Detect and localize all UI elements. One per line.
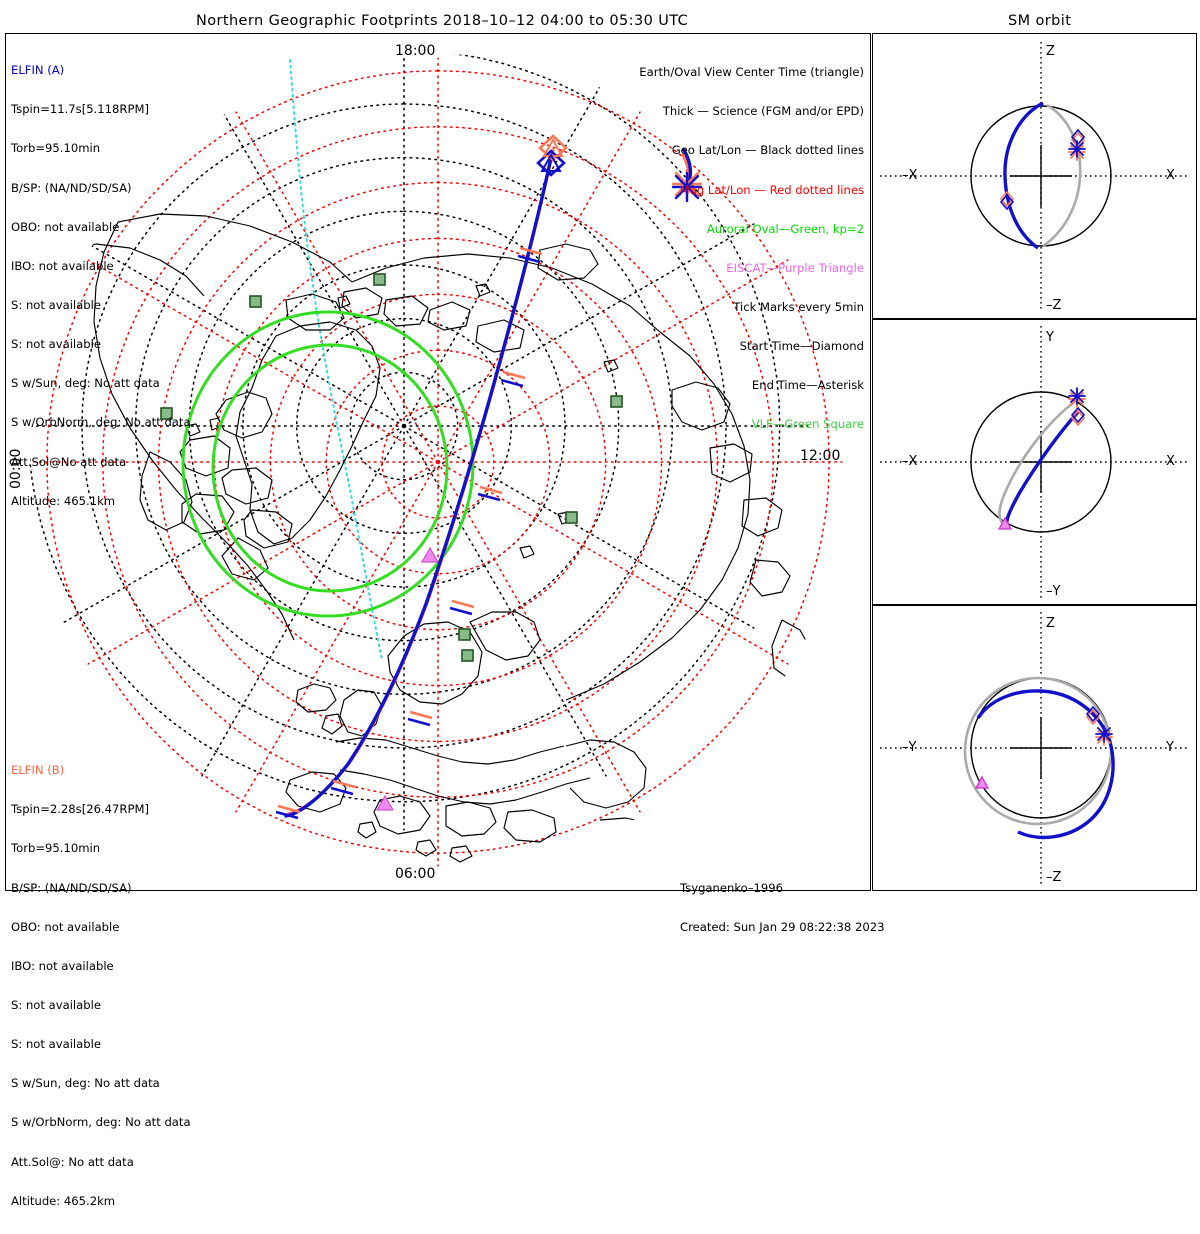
elfin-b-line-1: Torb=95.10min — [11, 841, 101, 856]
sm-yz-axis-right: Y — [1166, 740, 1174, 755]
sm-panel-xy — [880, 326, 1190, 598]
legend-item-8: End Time—Asterisk — [751, 378, 864, 393]
elfin-b-line-9: Att.Sol@: No att data — [11, 1154, 134, 1169]
sm-view-center-triangle-yz — [974, 775, 990, 789]
vlf-square — [249, 295, 262, 308]
main-polar-plot — [30, 54, 843, 867]
elfin-a-info: ELFIN (A) Tspin=11.7s[5.118RPM] Torb=95.… — [11, 38, 191, 534]
elfin-b-info: ELFIN (B) Tspin=2.28s[26.47RPM] Torb=95.… — [11, 738, 191, 1234]
sm-panel-xz — [880, 42, 1190, 312]
eiscat-triangle — [375, 794, 395, 811]
mlt-label-bottom: 06:00 — [395, 866, 436, 882]
elfin-a-line-5: S: not available — [11, 297, 101, 312]
vlf-square — [565, 511, 578, 524]
legend-item-6: Tick Marks every 5min — [733, 299, 864, 314]
legend-item-7: Start Time—Diamond — [739, 339, 864, 354]
eiscat-group — [375, 546, 440, 811]
elfin-b-line-6: S: not available — [11, 1037, 101, 1052]
legend-item-1: Thick — Science (FGM and/or EPD) — [662, 104, 864, 119]
plot-legend: Earth/Oval View Center Time (triangle) T… — [398, 40, 864, 458]
elfin-b-line-7: S w/Sun, deg: No att data — [11, 1076, 160, 1091]
elfin-b-line-2: B/SP: (NA/ND/SD/SA) — [11, 880, 132, 895]
legend-item-4: Auroral Oval—Green, kp=2 — [706, 221, 864, 236]
elfin-a-line-10: Altitude: 465.1km — [11, 493, 116, 508]
sm-xz-axis-bottom: –Z — [1046, 298, 1062, 313]
vlf-station-group — [160, 273, 623, 662]
elfin-a-line-8: S w/OrbNorm, deg: No att data — [11, 415, 191, 430]
elfin-a-line-1: Torb=95.10min — [11, 141, 101, 156]
tick-marks-group — [275, 246, 543, 820]
vlf-square — [373, 273, 386, 286]
elfin-a-line-9: Att.Sol@No att data — [11, 454, 127, 469]
elfin-a-line-0: Tspin=11.7s[5.118RPM] — [11, 102, 149, 117]
elfin-b-line-4: IBO: not available — [11, 958, 114, 973]
sm-yz-axis-left: –Y — [902, 740, 917, 755]
figure-root: Northern Geographic Footprints 2018–10–1… — [5, 13, 1197, 1207]
elfin-a-line-3: OBO: not available — [11, 219, 120, 234]
coastlines — [63, 213, 827, 863]
terminator-line — [289, 59, 383, 661]
sm-xy-axis-top: Y — [1046, 330, 1054, 345]
legend-item-2: Geo Lat/Lon — Black dotted lines — [671, 143, 864, 158]
mlt-label-top: 18:00 — [395, 43, 436, 59]
sm-orbit-blue-xy — [1005, 410, 1080, 529]
sm-orbit-plots — [880, 42, 1190, 884]
sm-panel-yz — [880, 612, 1190, 884]
auroral-oval-inner — [211, 343, 449, 593]
start-marker-group — [536, 134, 568, 177]
model-label: Tsyganenko–1996 — [680, 881, 784, 896]
created-timestamp: Created: Sun Jan 29 08:22:38 2023 — [680, 920, 885, 935]
end-asterisk-elfin-a — [671, 171, 703, 203]
legend-item-9: VLF—Green Square — [751, 417, 864, 432]
eiscat-triangle — [420, 546, 440, 563]
sm-xy-axis-right: X — [1166, 454, 1175, 469]
main-plot-frame — [5, 33, 871, 891]
vlf-square — [160, 407, 173, 420]
sm-xy-axis-bottom: –Y — [1046, 584, 1061, 599]
mlt-label-right: 12:00 — [800, 448, 841, 464]
auroral-oval-group — [181, 310, 475, 618]
legend-item-0: Earth/Oval View Center Time (triangle) — [639, 65, 864, 80]
elfin-b-line-3: OBO: not available — [11, 919, 120, 934]
sm-orbit-blue-yz — [976, 689, 1115, 840]
elfin-b-line-5: S: not available — [11, 997, 101, 1012]
sm-xz-axis-top: Z — [1046, 44, 1055, 59]
vlf-square — [461, 649, 474, 662]
sm-orbit-title: SM orbit — [1008, 13, 1072, 29]
sm-xz-axis-right: X — [1166, 168, 1175, 183]
elfin-a-line-7: S w/Sun, deg: No att data — [11, 376, 160, 391]
sm-orbit-gray-xy — [998, 398, 1078, 525]
vlf-square — [458, 628, 471, 641]
view-center-triangle-a — [540, 152, 562, 172]
page-title: Northern Geographic Footprints 2018–10–1… — [196, 13, 689, 29]
vlf-square — [610, 395, 623, 408]
mlt-label-left: 00:00 — [8, 448, 24, 489]
elfin-b-line-10: Altitude: 465.2km — [11, 1193, 116, 1208]
elfin-b-header: ELFIN (B) — [11, 763, 65, 778]
elfin-a-line-6: S: not available — [11, 337, 101, 352]
legend-item-3: Mag Lat/Lon — Red dotted lines — [679, 182, 864, 197]
sm-panel-xz-frame — [872, 33, 1197, 319]
sm-xz-axis-left: –X — [902, 168, 918, 183]
end-marker-group — [671, 168, 703, 203]
credits-block: Tsyganenko–1996 Created: Sun Jan 29 08:2… — [680, 856, 884, 960]
auroral-oval-outer — [181, 310, 475, 618]
legend-item-5: EISCAT—Purple Triangle — [726, 260, 864, 275]
sm-yz-axis-bottom: –Z — [1046, 870, 1062, 885]
sm-orbit-blue-xz — [1003, 101, 1044, 250]
sm-yz-axis-top: Z — [1046, 616, 1055, 631]
sm-view-center-triangle-xy — [997, 516, 1013, 530]
elfin-a-header: ELFIN (A) — [11, 63, 65, 78]
sm-xy-axis-left: –X — [902, 454, 918, 469]
sm-panel-xy-frame — [872, 319, 1197, 605]
sm-panel-yz-frame — [872, 605, 1197, 891]
elfin-a-line-4: IBO: not available — [11, 258, 114, 273]
sm-orbit-gray-xz — [1042, 103, 1082, 248]
sm-orbit-gray-yz — [963, 676, 1113, 826]
elfin-a-line-2: B/SP: (NA/ND/SD/SA) — [11, 180, 132, 195]
start-diamond-elfin-a — [536, 149, 566, 177]
elfin-b-line-8: S w/OrbNorm, deg: No att data — [11, 1115, 191, 1130]
elfin-b-line-0: Tspin=2.28s[26.47RPM] — [11, 802, 149, 817]
view-center-triangle-b — [542, 137, 564, 157]
